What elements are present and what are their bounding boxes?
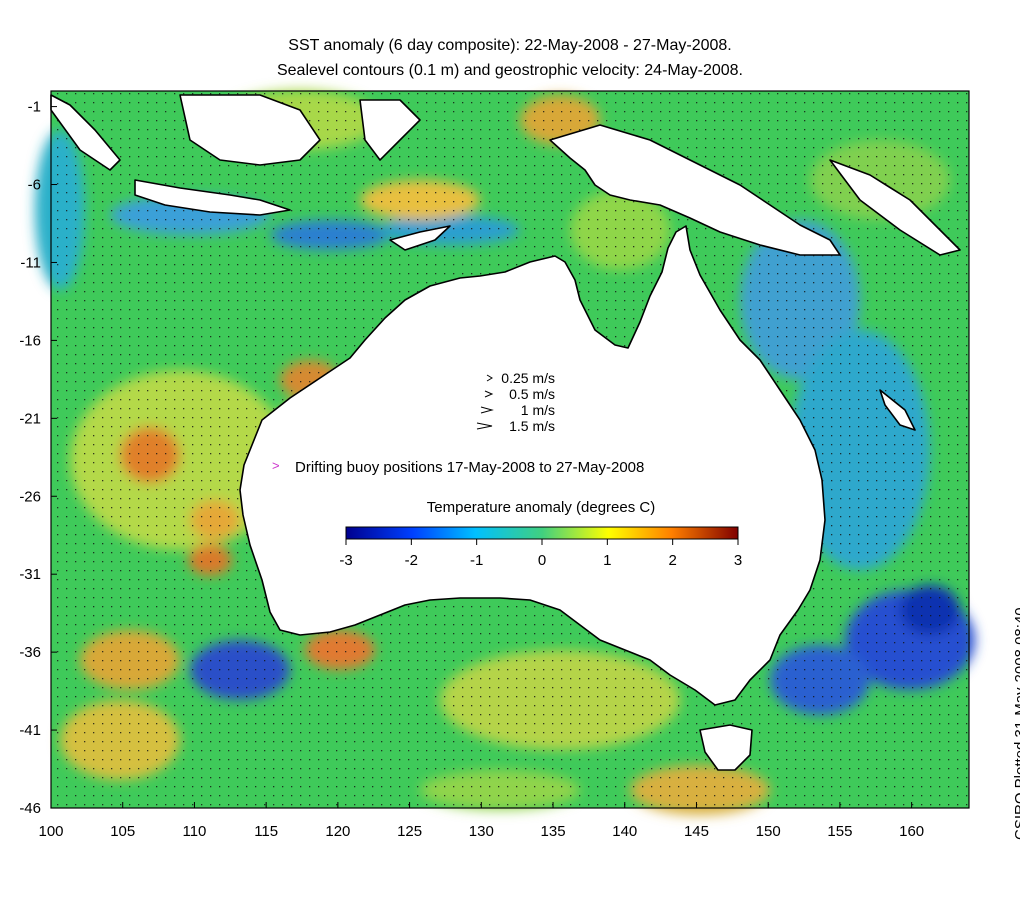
y-tick-label: -41	[19, 722, 41, 739]
colorbar-tick-label: 1	[603, 552, 611, 569]
x-tick-label: 155	[827, 823, 852, 840]
y-tick-label: -36	[19, 644, 41, 661]
x-tick-label: 100	[38, 823, 63, 840]
y-tick-label: -26	[19, 488, 41, 505]
sst-field	[35, 90, 975, 815]
y-tick-label: -31	[19, 566, 41, 583]
x-tick-label: 130	[469, 823, 494, 840]
colorbar: Temperature anomaly (degrees C) -3 -2 -1 0 1…	[339, 499, 742, 569]
colorbar-tick-label: 2	[668, 552, 676, 569]
buoy-marker-icon: >	[272, 458, 280, 473]
timor-landmass	[389, 225, 451, 251]
velocity-arrow-icon	[486, 374, 493, 382]
x-tick-label: 125	[397, 823, 422, 840]
australia-landmass	[239, 225, 826, 706]
colorbar-title: Temperature anomaly (degrees C)	[427, 499, 655, 516]
java-landmass	[134, 179, 291, 216]
east-islands	[829, 159, 961, 256]
sumatra-landmass	[50, 94, 121, 171]
velocity-arrow-icon	[476, 422, 493, 430]
y-tick-label: -46	[19, 800, 41, 817]
y-tick-label: -21	[19, 410, 41, 427]
x-tick-label: 140	[612, 823, 637, 840]
plot-credit: CSIRO Plotted 31-May-2008 08:40	[1012, 607, 1020, 840]
new-caledonia	[879, 389, 916, 431]
colorbar-gradient	[345, 526, 739, 540]
x-axis: 100 105 110 115 120 125 130 135 140 145 150 155 160	[38, 802, 924, 840]
y-tick-label: -11	[20, 254, 41, 271]
buoy-label: Drifting buoy positions 17-May-2008 to 2…	[295, 459, 644, 476]
colorbar-ticks: -3 -2 -1 0 1 2 3	[339, 539, 742, 569]
velocity-legend-label: 1 m/s	[521, 402, 555, 418]
x-tick-label: 115	[254, 823, 278, 840]
y-tick-label: -16	[19, 332, 41, 349]
landmass-layer	[50, 94, 961, 771]
x-tick-label: 150	[756, 823, 781, 840]
velocity-legend: 0.25 m/s0.5 m/s1 m/s1.5 m/s	[476, 370, 555, 434]
velocity-arrow-icon	[484, 390, 494, 398]
sulawesi-landmass	[359, 99, 421, 161]
x-tick-label: 135	[541, 823, 566, 840]
map-frame	[50, 90, 970, 809]
colorbar-tick-label: -1	[470, 552, 483, 569]
x-tick-label: 160	[899, 823, 924, 840]
colorbar-tick-label: -2	[405, 552, 418, 569]
map-title-line2: Sealevel contours (0.1 m) and geostrophi…	[276, 62, 743, 79]
y-tick-label: -1	[28, 99, 41, 116]
x-tick-label: 145	[684, 823, 709, 840]
buoy-legend: > Drifting buoy positions 17-May-2008 to…	[272, 458, 644, 476]
x-tick-label: 110	[182, 823, 206, 840]
y-axis: -1 -6 -11 -16 -21 -26 -31 -36 -41 -46	[19, 99, 57, 817]
x-tick-label: 120	[325, 823, 350, 840]
velocity-legend-label: 1.5 m/s	[509, 418, 555, 434]
velocity-arrow-icon	[480, 406, 494, 414]
colorbar-tick-label: 0	[538, 552, 546, 569]
tasmania-landmass	[699, 724, 753, 771]
map-title-line1: SST anomaly (6 day composite): 22-May-20…	[288, 37, 732, 54]
colorbar-tick-label: -3	[339, 552, 352, 569]
colorbar-tick-label: 3	[734, 552, 742, 569]
borneo-landmass	[179, 94, 321, 166]
x-tick-label: 105	[110, 823, 135, 840]
velocity-legend-label: 0.25 m/s	[501, 370, 555, 386]
new-guinea-landmass	[549, 124, 841, 256]
velocity-legend-label: 0.5 m/s	[509, 386, 555, 402]
y-tick-label: -6	[28, 177, 41, 194]
